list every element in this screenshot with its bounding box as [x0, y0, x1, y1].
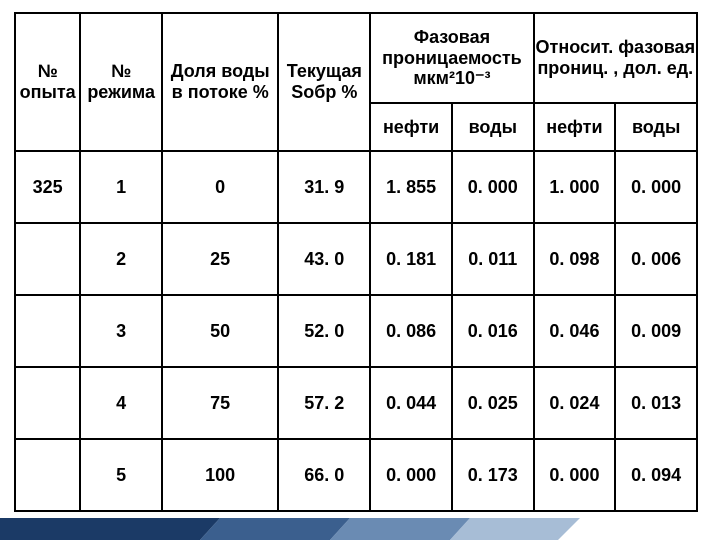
cell-fn: 0. 000: [370, 439, 452, 511]
cell-dolya: 100: [162, 439, 278, 511]
cell-fn: 0. 086: [370, 295, 452, 367]
cell-opyta: [15, 223, 80, 295]
table-row: 325 1 0 31. 9 1. 855 0. 000 1. 000 0. 00…: [15, 151, 697, 223]
cell-fn: 0. 044: [370, 367, 452, 439]
cell-dolya: 0: [162, 151, 278, 223]
cell-opyta: [15, 295, 80, 367]
col-sub-voda1: воды: [452, 103, 534, 151]
cell-sobr: 43. 0: [278, 223, 370, 295]
cell-rezhima: 2: [80, 223, 162, 295]
cell-fv: 0. 016: [452, 295, 534, 367]
cell-on: 0. 046: [534, 295, 616, 367]
cell-ov: 0. 000: [615, 151, 697, 223]
cell-sobr: 31. 9: [278, 151, 370, 223]
cell-ov: 0. 013: [615, 367, 697, 439]
cell-opyta: [15, 367, 80, 439]
data-table: № опыта № режима Доля воды в потоке % Те…: [14, 12, 698, 512]
cell-ov: 0. 094: [615, 439, 697, 511]
table-row: 3 50 52. 0 0. 086 0. 016 0. 046 0. 009: [15, 295, 697, 367]
cell-rezhima: 1: [80, 151, 162, 223]
col-header-opyta: № опыта: [15, 13, 80, 151]
cell-rezhima: 3: [80, 295, 162, 367]
cell-rezhima: 4: [80, 367, 162, 439]
cell-fv: 0. 173: [452, 439, 534, 511]
header-row-1: № опыта № режима Доля воды в потоке % Те…: [15, 13, 697, 103]
cell-fn: 0. 181: [370, 223, 452, 295]
cell-fv: 0. 011: [452, 223, 534, 295]
col-header-rezhima: № режима: [80, 13, 162, 151]
cell-opyta: 325: [15, 151, 80, 223]
page: № опыта № режима Доля воды в потоке % Те…: [0, 0, 720, 540]
table-row: 2 25 43. 0 0. 181 0. 011 0. 098 0. 006: [15, 223, 697, 295]
table-row: 4 75 57. 2 0. 044 0. 025 0. 024 0. 013: [15, 367, 697, 439]
cell-opyta: [15, 439, 80, 511]
col-header-dolya: Доля воды в потоке %: [162, 13, 278, 151]
cell-dolya: 75: [162, 367, 278, 439]
col-header-sobr: Текущая Sобр %: [278, 13, 370, 151]
cell-sobr: 52. 0: [278, 295, 370, 367]
cell-on: 0. 000: [534, 439, 616, 511]
cell-ov: 0. 009: [615, 295, 697, 367]
cell-dolya: 25: [162, 223, 278, 295]
cell-fv: 0. 000: [452, 151, 534, 223]
table-body: 325 1 0 31. 9 1. 855 0. 000 1. 000 0. 00…: [15, 151, 697, 511]
table-row: 5 100 66. 0 0. 000 0. 173 0. 000 0. 094: [15, 439, 697, 511]
cell-rezhima: 5: [80, 439, 162, 511]
col-header-faz: Фазовая проницаемость мкм²10⁻³: [370, 13, 533, 103]
col-sub-neft1: нефти: [370, 103, 452, 151]
col-sub-neft2: нефти: [534, 103, 616, 151]
cell-sobr: 57. 2: [278, 367, 370, 439]
col-sub-voda2: воды: [615, 103, 697, 151]
cell-sobr: 66. 0: [278, 439, 370, 511]
cell-on: 1. 000: [534, 151, 616, 223]
cell-ov: 0. 006: [615, 223, 697, 295]
cell-dolya: 50: [162, 295, 278, 367]
cell-fn: 1. 855: [370, 151, 452, 223]
stripe-icon: [0, 518, 720, 540]
col-header-otn: Относит. фазовая прониц. , дол. ед.: [534, 13, 697, 103]
cell-on: 0. 098: [534, 223, 616, 295]
footer-stripe: [0, 518, 720, 540]
cell-on: 0. 024: [534, 367, 616, 439]
cell-fv: 0. 025: [452, 367, 534, 439]
